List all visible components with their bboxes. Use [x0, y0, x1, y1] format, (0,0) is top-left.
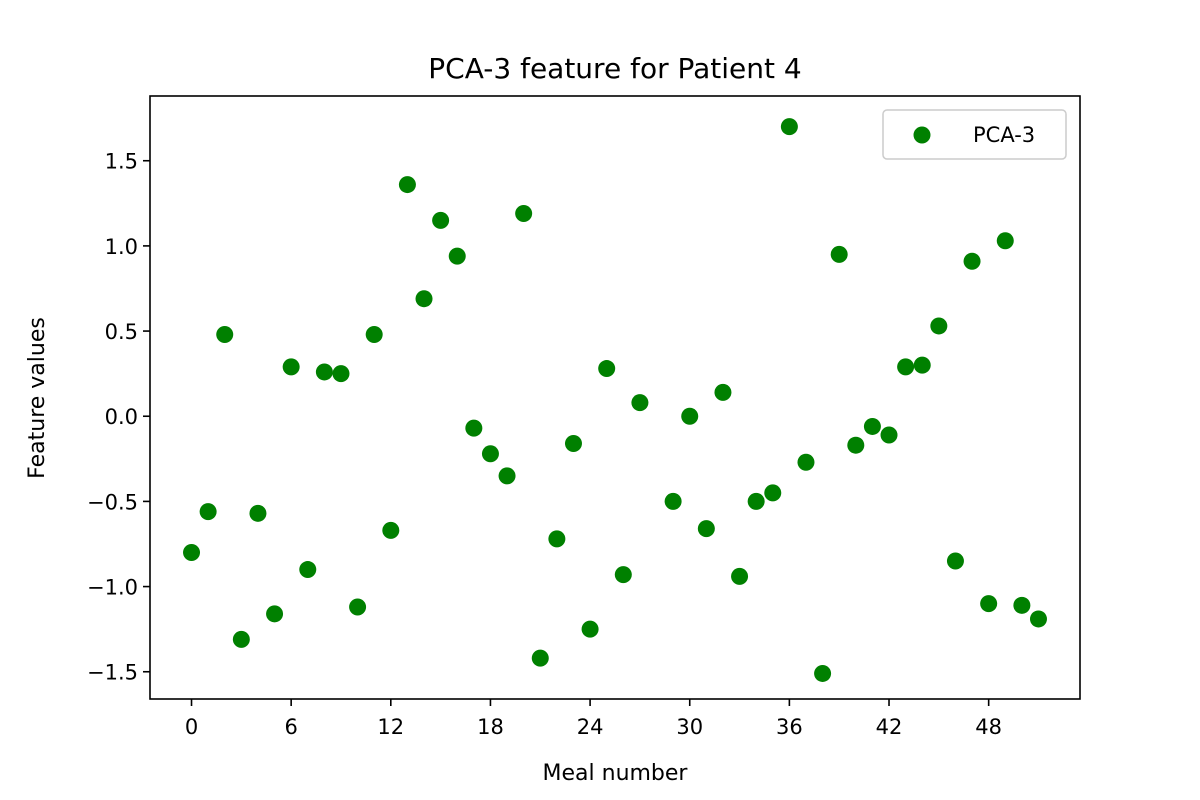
- data-point: [365, 325, 383, 343]
- data-point: [299, 561, 317, 579]
- y-tick-label: 1.5: [105, 150, 138, 174]
- data-point: [847, 436, 865, 454]
- x-tick-label: 30: [676, 715, 703, 739]
- x-axis-label: Meal number: [543, 761, 689, 786]
- data-point: [946, 552, 964, 570]
- plot-frame: [149, 95, 1081, 700]
- data-point: [697, 520, 715, 538]
- x-tick-label: 18: [477, 715, 504, 739]
- x-tick-label: 6: [284, 715, 297, 739]
- legend-label: PCA-3: [973, 123, 1035, 147]
- data-point: [863, 417, 881, 435]
- data-point: [282, 358, 300, 376]
- data-point: [980, 595, 998, 613]
- y-tick-label: −1.0: [87, 576, 138, 600]
- data-point: [216, 325, 234, 343]
- data-point: [731, 567, 749, 585]
- y-tick-label: −0.5: [87, 490, 138, 514]
- data-points: [183, 118, 1047, 682]
- x-tick-label: 12: [377, 715, 404, 739]
- data-point: [382, 521, 400, 539]
- x-tick-label: 24: [577, 715, 604, 739]
- data-point: [349, 598, 367, 616]
- data-point: [531, 649, 549, 667]
- data-point: [1029, 610, 1047, 628]
- y-tick-label: 1.0: [105, 235, 138, 259]
- y-tick-label: 0.5: [105, 320, 138, 344]
- data-point: [564, 434, 582, 452]
- x-tick-label: 48: [975, 715, 1002, 739]
- x-tick-label: 0: [185, 715, 198, 739]
- legend-marker: [913, 126, 931, 144]
- data-point: [913, 356, 931, 374]
- data-point: [996, 232, 1014, 250]
- y-tick-label: −1.5: [87, 661, 138, 685]
- data-point: [830, 245, 848, 263]
- x-tick-label: 36: [776, 715, 803, 739]
- data-point: [764, 484, 782, 502]
- y-tick-label: 0.0: [105, 405, 138, 429]
- data-point: [581, 620, 599, 638]
- data-point: [780, 118, 798, 136]
- data-point: [199, 503, 217, 521]
- legend: PCA-3: [882, 109, 1067, 160]
- data-point: [448, 247, 466, 265]
- data-point: [432, 211, 450, 229]
- y-axis: −1.5 −1.0 −0.5 0.0 0.5 1.0 1.5: [87, 150, 150, 685]
- data-point: [747, 492, 765, 510]
- data-point: [315, 363, 333, 381]
- data-point: [398, 176, 416, 194]
- chart-title: PCA-3 feature for Patient 4: [428, 52, 801, 85]
- data-point: [498, 467, 516, 485]
- data-point: [249, 504, 267, 522]
- data-point: [232, 630, 250, 648]
- data-point: [814, 664, 832, 682]
- data-point: [897, 358, 915, 376]
- legend-box: [882, 109, 1067, 160]
- data-point: [714, 383, 732, 401]
- data-point: [332, 365, 350, 383]
- data-point: [415, 290, 433, 308]
- data-point: [797, 453, 815, 471]
- data-point: [1013, 596, 1031, 614]
- data-point: [598, 360, 616, 378]
- data-point: [465, 419, 483, 437]
- data-point: [183, 544, 201, 562]
- data-point: [963, 252, 981, 270]
- data-point: [930, 317, 948, 335]
- y-axis-label: Feature values: [25, 317, 50, 479]
- data-point: [515, 205, 533, 223]
- data-point: [614, 566, 632, 584]
- x-tick-label: 42: [876, 715, 903, 739]
- data-point: [548, 530, 566, 548]
- data-point: [880, 426, 898, 444]
- data-point: [631, 394, 649, 412]
- data-point: [481, 445, 499, 463]
- data-point: [681, 407, 699, 425]
- x-axis: 0 6 12 18 24 30 36 42 48: [185, 699, 1002, 739]
- data-point: [266, 605, 284, 623]
- data-point: [664, 492, 682, 510]
